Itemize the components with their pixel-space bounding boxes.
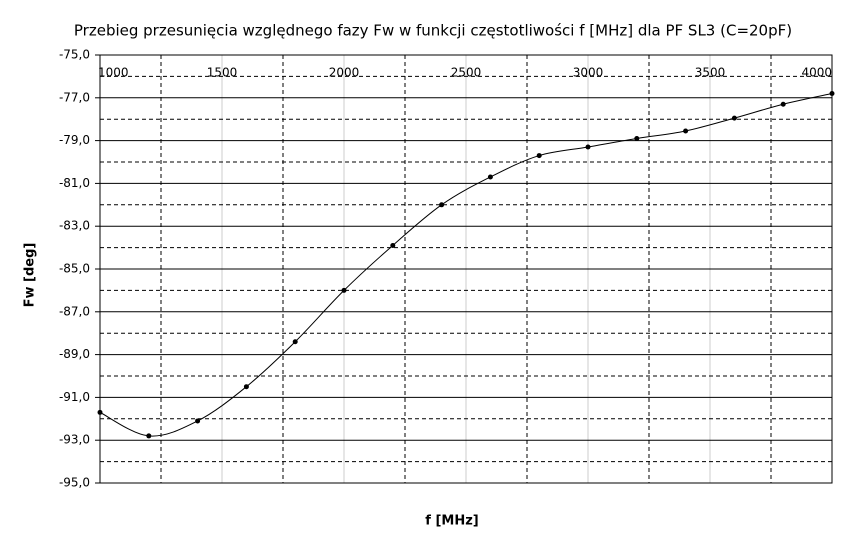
x-tick-label: 1500 (207, 66, 238, 80)
point (634, 135, 640, 141)
point (341, 287, 347, 293)
point (585, 144, 591, 150)
x-tick-label: 3000 (573, 66, 604, 80)
line (99, 93, 833, 437)
plot-frame (99, 54, 833, 484)
point (97, 409, 103, 415)
x-tick-label: 1000 (98, 66, 129, 80)
y-tick-label: -77,0 (59, 90, 90, 104)
x-tick-label: 3500 (695, 66, 726, 80)
x-tick-label: 2000 (329, 66, 360, 80)
y-tick-label: -91,0 (59, 390, 90, 404)
y-tick-label: -75,0 (59, 48, 90, 62)
y-tick-label: -81,0 (59, 176, 90, 190)
point (292, 339, 298, 345)
y-tick-label: -83,0 (59, 219, 90, 233)
chart-title: Przebieg przesunięcia względnego fazy Fw… (74, 22, 792, 40)
y-tick-label: -87,0 (59, 304, 90, 318)
y-axis-label: Fw [deg] (23, 243, 38, 308)
point (195, 418, 201, 424)
y-tick-label: -95,0 (59, 476, 90, 490)
point (487, 174, 493, 180)
y-tick-label: -79,0 (59, 133, 90, 147)
point (780, 101, 786, 107)
point (731, 115, 737, 121)
point (390, 242, 396, 248)
y-tick-label: -93,0 (59, 433, 90, 447)
point (146, 433, 152, 439)
y-tick-label: -89,0 (59, 347, 90, 361)
x-tick-label: 2500 (451, 66, 482, 80)
point (243, 384, 249, 390)
point (683, 128, 689, 134)
point (829, 91, 835, 97)
x-tick-label: 4000 (801, 66, 832, 80)
point (439, 202, 445, 208)
y-tick-label: -85,0 (59, 262, 90, 276)
point (536, 153, 542, 159)
x-axis-label: f [MHz] (425, 514, 478, 529)
